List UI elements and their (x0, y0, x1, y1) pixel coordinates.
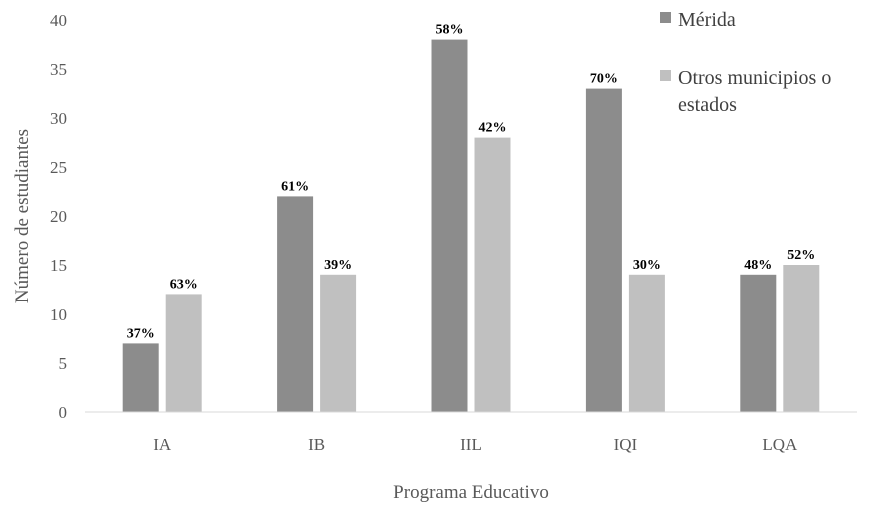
bar-data-label: 63% (170, 277, 198, 292)
bar-data-label: 52% (787, 248, 815, 263)
legend-swatch (660, 70, 671, 81)
y-tick-label: 10 (50, 305, 67, 324)
y-tick-label: 20 (50, 207, 67, 226)
bar-data-label: 48% (744, 258, 772, 273)
y-tick-label: 0 (59, 403, 68, 422)
y-tick-label: 5 (59, 354, 68, 373)
y-tick-label: 15 (50, 256, 67, 275)
bar (474, 137, 511, 412)
bars (122, 39, 820, 412)
x-tick-label: IA (153, 435, 172, 454)
y-tick-label: 30 (50, 109, 67, 128)
bar-data-label: 70% (590, 72, 618, 87)
bar-data-label: 42% (479, 121, 507, 136)
bar-data-label: 37% (127, 326, 155, 341)
legend-label: Mérida (678, 9, 736, 31)
y-tick-label: 25 (50, 158, 67, 177)
y-tick-label: 40 (50, 11, 67, 30)
bar (783, 265, 820, 412)
bar (165, 294, 202, 412)
bar-data-label: 58% (436, 23, 464, 38)
bar (320, 274, 357, 412)
bar (740, 274, 777, 412)
x-axis-ticks: IA IB IIL IQI LQA (153, 435, 798, 454)
legend-swatch (660, 12, 671, 23)
bar-data-label: 30% (633, 258, 661, 273)
bar (585, 88, 622, 412)
x-tick-label: IB (308, 435, 325, 454)
y-tick-label: 35 (50, 60, 67, 79)
bar-data-labels: 37% 63% 61% 39% 58% 42% 70% 30% 48% 52% (127, 23, 816, 342)
bar (122, 343, 159, 412)
x-axis-title: Programa Educativo (393, 482, 549, 503)
y-axis-ticks: 0 5 10 15 20 25 30 35 40 (50, 11, 67, 422)
bar (277, 196, 314, 412)
x-tick-label: IIL (460, 435, 482, 454)
legend-label: Otros municipios o estados (678, 67, 831, 116)
bar (628, 274, 665, 412)
x-tick-label: LQA (762, 435, 798, 454)
legend: Mérida Otros municipios o estados (660, 9, 831, 116)
bar-data-label: 39% (324, 258, 352, 273)
bar (431, 39, 468, 412)
x-tick-label: IQI (614, 435, 638, 454)
bar-data-label: 61% (281, 179, 309, 194)
y-axis-title: Número de estudiantes (12, 129, 33, 303)
